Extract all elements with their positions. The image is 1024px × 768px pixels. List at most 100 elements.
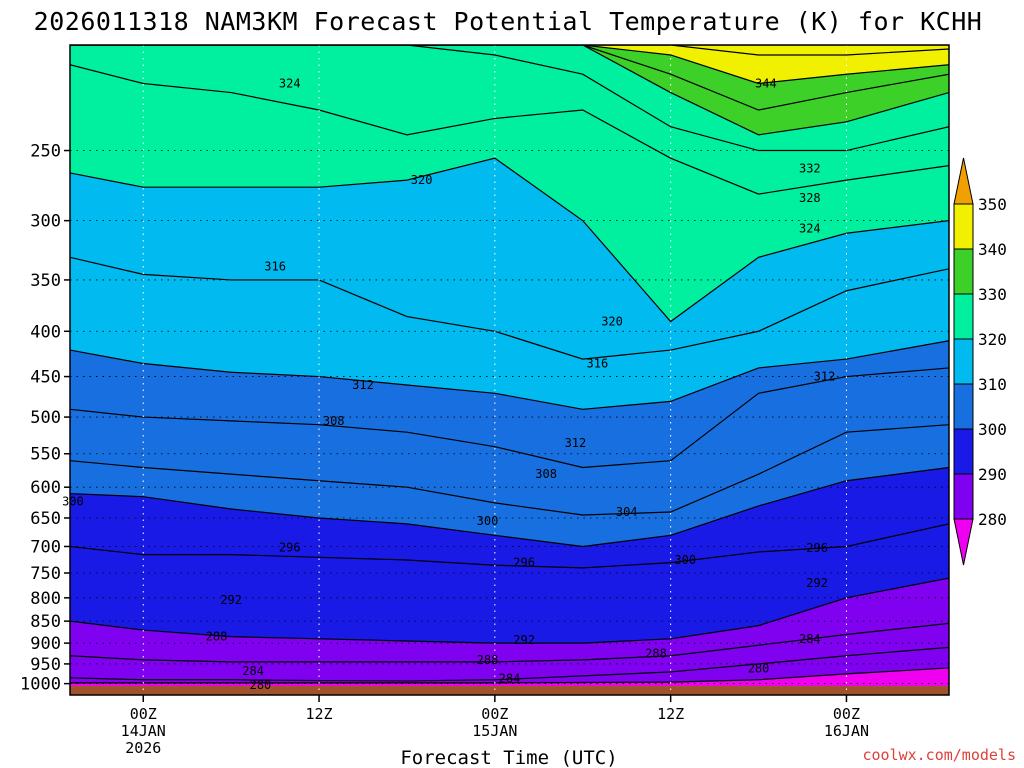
y-axis: 2503003504004505005506006507007508008509… — [20, 142, 70, 695]
contour-label-19: 300 — [674, 553, 696, 567]
x-tick-label-48-1: 16JAN — [824, 722, 869, 740]
ground-surface — [70, 685, 949, 695]
contour-label-text: 316 — [587, 357, 609, 371]
y-tick-label-750: 750 — [30, 564, 61, 584]
ground-band — [70, 685, 949, 695]
contour-label-24: 288 — [206, 630, 228, 644]
x-tick-label-12-0: 12Z — [306, 705, 333, 723]
isentrope-324 — [70, 64, 949, 195]
colorbar-label-280: 280 — [978, 510, 1007, 529]
contour-label-text: 308 — [323, 414, 345, 428]
y-tick-label-1000: 1000 — [20, 675, 61, 695]
contour-label-14: 300 — [62, 495, 84, 509]
contour-label-text: 300 — [674, 553, 696, 567]
layer-312 — [70, 257, 949, 410]
x-tick-label-0-2: 2026 — [125, 739, 161, 757]
x-tick-label-24-0: 00Z — [481, 705, 508, 723]
colorbar-label-290: 290 — [978, 465, 1007, 484]
contour-label-text: 280 — [250, 678, 272, 692]
colorbar-bin-310 — [953, 338, 974, 385]
isentrope-320 — [70, 157, 949, 323]
chart-title: 2026011318 NAM3KM Forecast Potential Tem… — [34, 7, 983, 36]
layer-344 — [70, 45, 949, 55]
contour-label-25: 288 — [477, 653, 499, 667]
contour-label-31: 280 — [250, 678, 272, 692]
contour-label-text: 344 — [755, 76, 777, 90]
contour-label-6: 316 — [264, 260, 286, 274]
layer-336 — [70, 45, 949, 111]
contour-label-11: 308 — [323, 414, 345, 428]
x-tick-label-0-0: 00Z — [130, 705, 157, 723]
contour-label-text: 292 — [220, 593, 242, 607]
colorbar-bin-270 — [953, 518, 974, 566]
y-tick-label-450: 450 — [30, 368, 61, 388]
isentrope-344 — [70, 45, 949, 56]
contour-label-text: 284 — [242, 664, 264, 678]
layer-320 — [70, 64, 949, 322]
x-tick-label-36-0: 12Z — [657, 705, 684, 723]
contour-labels: 324 344 320 332 328 324 316 320 316 312 312 308 312 3… — [62, 76, 835, 692]
colorbar-legend: 280 290 300 310 320 330 340 350 — [953, 157, 1007, 566]
contour-label-text: 324 — [279, 76, 301, 90]
contour-label-12: 312 — [565, 436, 587, 450]
contour-label-15: 304 — [616, 505, 638, 519]
y-tick-label-800: 800 — [30, 589, 61, 609]
isentrope-300 — [70, 466, 949, 548]
colorbar-label-310: 310 — [978, 375, 1007, 394]
contour-label-21: 292 — [806, 576, 828, 590]
contour-label-1: 344 — [755, 76, 777, 90]
credit-text: coolwx.com/models — [862, 746, 1016, 764]
contour-label-text: 316 — [264, 260, 286, 274]
y-tick-label-350: 350 — [30, 271, 61, 291]
contour-label-3: 332 — [799, 162, 821, 176]
isentrope-332 — [70, 45, 949, 136]
isentrope-312 — [70, 340, 949, 410]
x-axis-label: Forecast Time (UTC) — [400, 747, 617, 768]
contour-label-4: 328 — [799, 191, 821, 205]
colorbar-label-340: 340 — [978, 240, 1007, 259]
contour-label-text: 320 — [601, 315, 623, 329]
contour-label-28: 284 — [242, 664, 264, 678]
contour-label-text: 328 — [799, 191, 821, 205]
isentrope-340 — [70, 45, 949, 85]
isentrope-336 — [70, 45, 949, 111]
isentrope-304 — [70, 424, 949, 516]
colorbar-bin-340 — [953, 203, 974, 250]
contour-label-16: 300 — [477, 514, 499, 528]
colorbar-label-330: 330 — [978, 285, 1007, 304]
contour-label-text: 288 — [206, 630, 228, 644]
y-tick-label-850: 850 — [30, 612, 61, 632]
plot-grid — [70, 45, 949, 695]
contour-label-text: 332 — [799, 162, 821, 176]
colorbar-label-300: 300 — [978, 420, 1007, 439]
contour-label-23: 292 — [513, 633, 535, 647]
contour-label-text: 312 — [352, 378, 374, 392]
contour-label-26: 288 — [645, 647, 667, 661]
contour-label-30: 280 — [748, 662, 770, 676]
y-tick-label-700: 700 — [30, 537, 61, 557]
contour-label-22: 292 — [220, 593, 242, 607]
contour-label-text: 292 — [806, 576, 828, 590]
x-tick-label-24-1: 15JAN — [472, 722, 517, 740]
contour-label-text: 284 — [499, 672, 521, 686]
layer-288 — [70, 578, 949, 662]
layer-300 — [70, 424, 949, 547]
contour-label-text: 324 — [799, 221, 821, 235]
layer-332 — [70, 45, 949, 135]
plot-area — [70, 45, 949, 695]
contour-label-17: 296 — [279, 541, 301, 555]
contour-label-text: 300 — [62, 495, 84, 509]
y-tick-label-950: 950 — [30, 655, 61, 675]
contour-label-10: 312 — [814, 370, 836, 384]
y-tick-label-600: 600 — [30, 478, 61, 498]
isentrope-308 — [70, 367, 949, 469]
contour-label-text: 296 — [513, 556, 535, 570]
y-tick-label-500: 500 — [30, 408, 61, 428]
layer-316 — [70, 158, 949, 360]
colorbar-bin-290 — [953, 428, 974, 475]
y-tick-label-400: 400 — [30, 322, 61, 342]
y-tick-label-250: 250 — [30, 142, 61, 162]
contour-label-9: 312 — [352, 378, 374, 392]
